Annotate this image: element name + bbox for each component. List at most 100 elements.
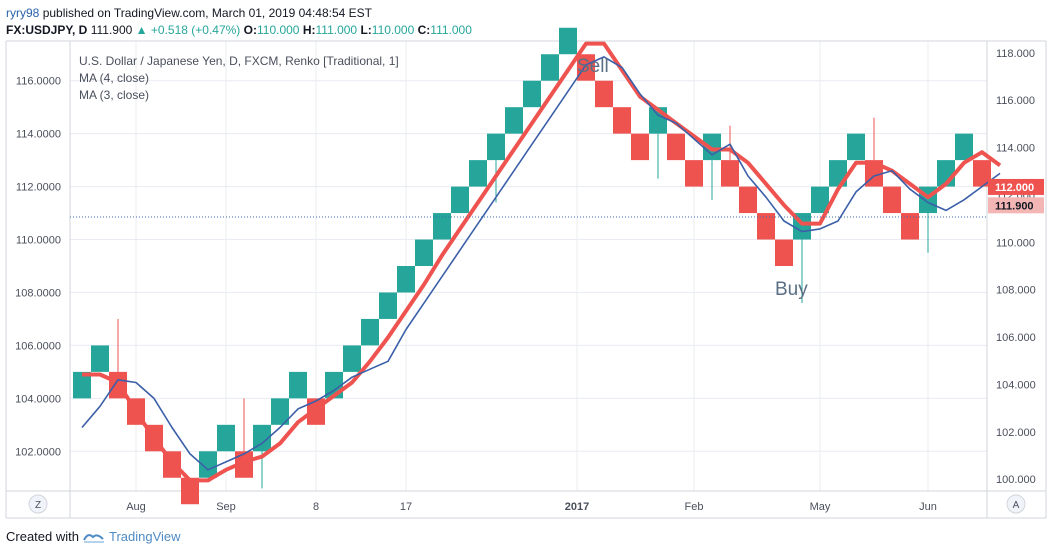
down-brick [613, 107, 631, 134]
x-tick-label: 17 [400, 501, 412, 513]
brick-wicks [117, 117, 929, 489]
right-tick-label: 102.000 [996, 427, 1036, 439]
up-brick [451, 186, 469, 214]
up-brick [199, 451, 217, 478]
left-price-axis: 102.0000 104.0000 106.0000 108.0000 110.0000… [15, 76, 61, 459]
down-brick [757, 213, 775, 240]
left-tick-label: 110.0000 [16, 235, 61, 247]
down-brick [235, 451, 253, 478]
down-brick [775, 239, 793, 266]
left-tick-label: 116.0000 [16, 76, 61, 88]
published-text: published on TradingView.com, March 01, … [42, 6, 373, 20]
price-label-text: 112.000 [995, 182, 1034, 194]
right-tick-label: 110.000 [996, 237, 1035, 249]
price-labels: 112.000 111.900 [988, 178, 1044, 214]
high-value: 111.000 [315, 23, 358, 37]
up-brick [811, 186, 829, 214]
legend-ma3: MA (3, close) [79, 88, 149, 102]
up-brick [217, 424, 235, 452]
low-label: L: [360, 23, 372, 37]
left-tick-label: 106.0000 [15, 340, 61, 352]
right-tick-label: 106.000 [996, 332, 1036, 344]
up-brick [91, 345, 109, 372]
right-tick-label: 104.000 [996, 379, 1036, 391]
x-tick-label: Feb [685, 501, 704, 513]
up-brick [289, 371, 307, 399]
up-brick [379, 292, 397, 319]
up-brick [847, 133, 865, 161]
x-tick-label: May [810, 501, 831, 513]
up-brick [397, 266, 415, 293]
right-tick-label: 116.000 [996, 95, 1035, 107]
down-brick [667, 133, 685, 161]
symbol-info: FX:USDJPY, D 111.900 ▲ +0.518 (+0.47%) O… [6, 23, 472, 37]
up-brick [73, 371, 91, 399]
down-brick [901, 213, 919, 240]
change-value: +0.518 (+0.47%) [150, 23, 241, 37]
tradingview-brand[interactable]: TradingView [108, 529, 181, 544]
down-brick [595, 80, 613, 108]
ma4-line [82, 41, 1002, 483]
up-brick [505, 107, 523, 134]
close-value: 111.000 [430, 23, 472, 37]
high-label: H: [302, 23, 316, 37]
symbol-label: FX:USDJPY, D [6, 23, 88, 37]
down-brick [973, 160, 991, 187]
chart-legend-title: U.S. Dollar / Japanese Yen, D, FXCM, Ren… [79, 54, 399, 68]
price-label-text: 111.900 [995, 200, 1034, 212]
x-tick-label: Sep [216, 501, 236, 513]
a-label: A [1013, 500, 1020, 511]
z-label: Z [35, 500, 41, 511]
left-tick-label: 104.0000 [15, 393, 61, 405]
right-tick-label: 108.000 [996, 285, 1036, 297]
up-brick [343, 345, 361, 372]
down-brick [631, 133, 649, 161]
down-brick [721, 160, 739, 187]
up-brick [253, 424, 271, 452]
right-tick-label: 118.000 [996, 48, 1035, 60]
down-brick [577, 54, 595, 81]
x-tick-label: Jun [919, 501, 937, 513]
right-tick-label: 114.000 [996, 143, 1035, 155]
x-tick-label: 8 [313, 501, 319, 513]
grid [70, 41, 987, 491]
up-brick [469, 160, 487, 187]
auto-scale-left-button[interactable]: Z [28, 494, 48, 514]
up-brick [955, 133, 973, 161]
up-brick [703, 133, 721, 161]
close-label: C: [417, 23, 431, 37]
legend-ma4: MA (4, close) [79, 71, 149, 85]
down-brick [883, 186, 901, 214]
x-tick-label: 2017 [565, 501, 589, 513]
auto-scale-right-button[interactable]: A [1006, 494, 1026, 514]
low-value: 110.000 [371, 23, 415, 37]
right-tick-label: 100.000 [996, 474, 1036, 486]
author-name[interactable]: ryry98 [6, 6, 40, 20]
moving-averages [81, 41, 1002, 483]
down-brick [685, 160, 703, 187]
open-value: 110.000 [256, 23, 300, 37]
up-brick [361, 318, 379, 346]
up-brick [559, 27, 577, 55]
time-axis: Aug Sep 8 17 2017 Feb May Jun [126, 501, 937, 513]
created-with-text: Created with [6, 529, 79, 544]
left-tick-label: 108.0000 [15, 287, 61, 299]
up-brick [523, 80, 541, 108]
change-up-icon: ▲ [135, 23, 148, 37]
price-label-bg [988, 197, 1044, 214]
up-brick [433, 213, 451, 240]
down-brick [181, 477, 199, 505]
left-tick-label: 102.0000 [15, 446, 61, 458]
left-tick-label: 112.0000 [16, 182, 61, 194]
up-brick [487, 133, 505, 161]
ma3-line [81, 56, 1001, 471]
down-brick [739, 186, 757, 214]
open-label: O: [243, 23, 257, 37]
up-brick [271, 398, 289, 425]
sell-annotation: Sell [577, 56, 609, 77]
x-tick-label: Aug [126, 501, 146, 513]
price-label-bg [988, 178, 1044, 195]
renko-bricks [73, 27, 991, 505]
buy-annotation: Buy [775, 279, 808, 300]
